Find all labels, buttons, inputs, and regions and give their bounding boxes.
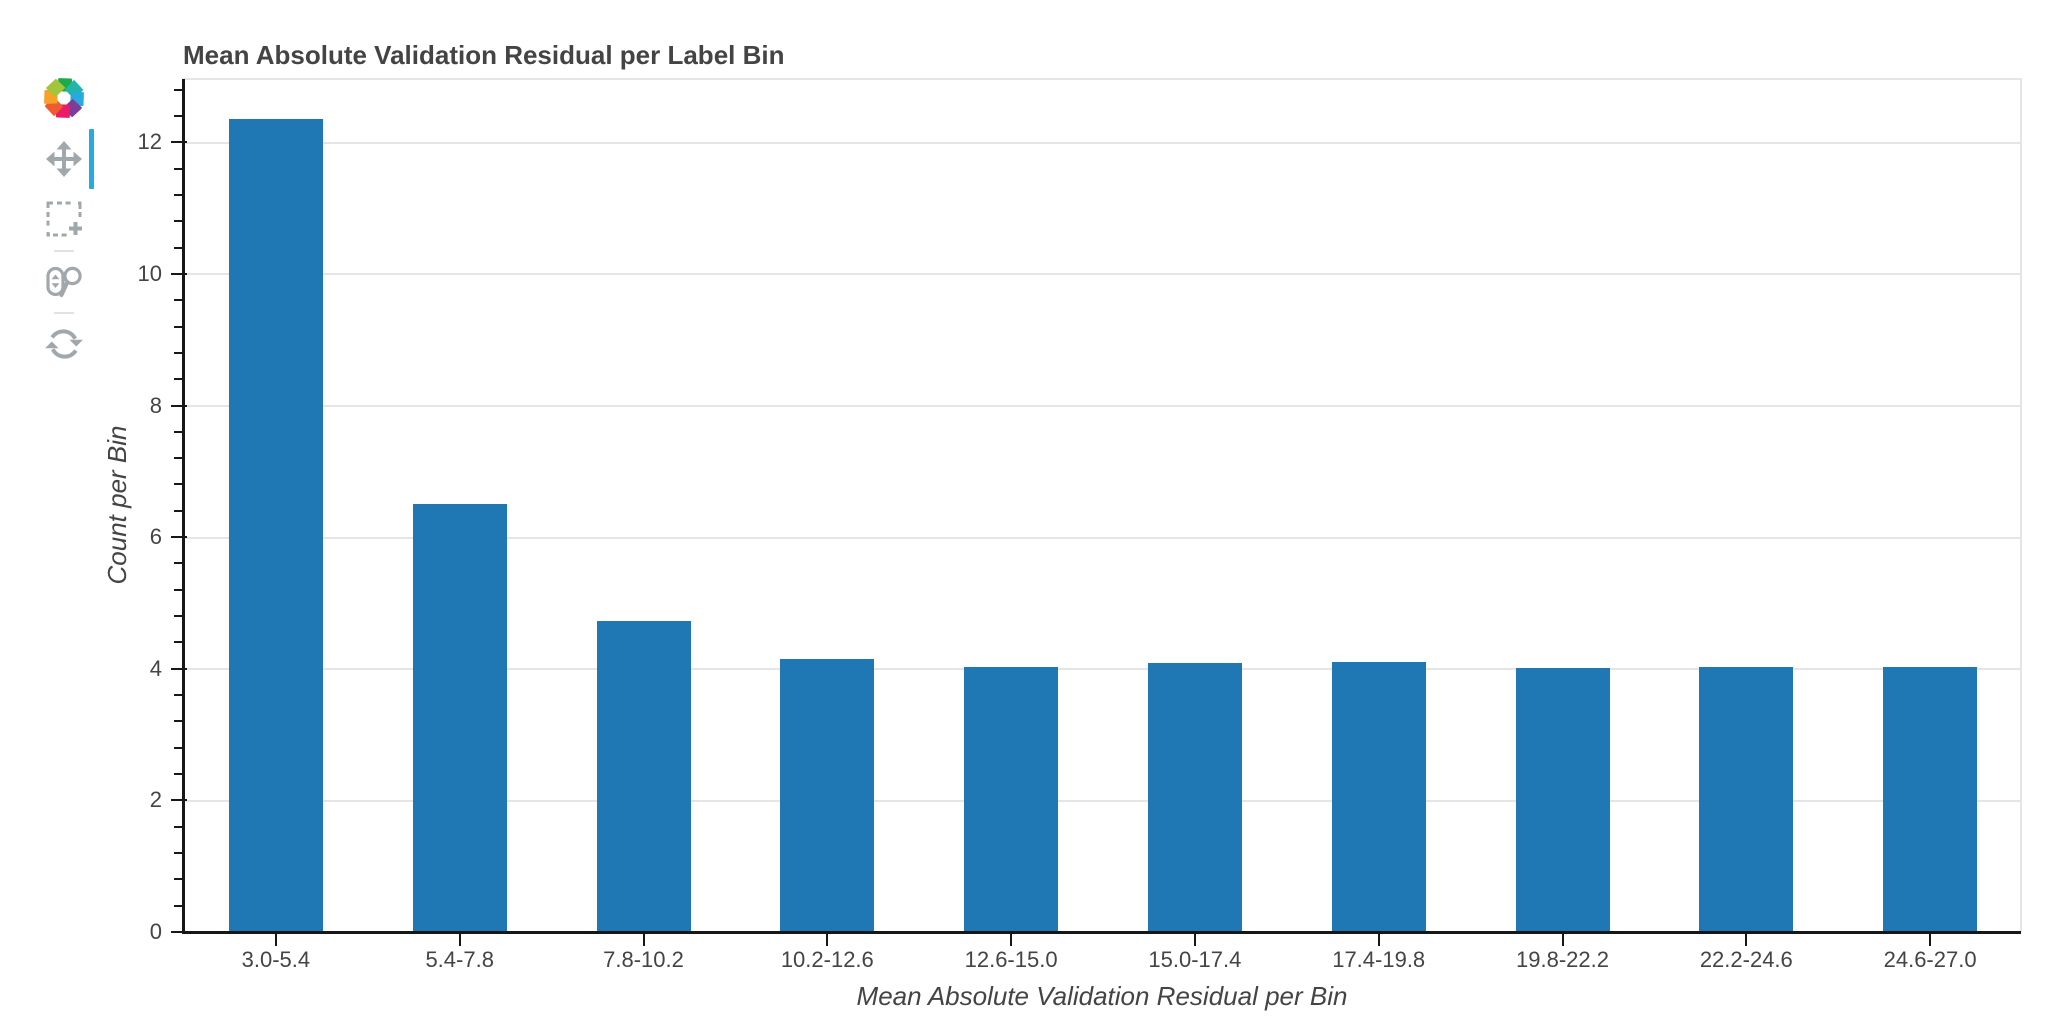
- y-minor-tick: [173, 299, 183, 302]
- y-minor-tick: [173, 509, 183, 512]
- bar-22.2-24.6: [1699, 666, 1794, 933]
- plus-glyph: [69, 222, 82, 235]
- bokeh-logo-icon: [44, 78, 84, 118]
- y-major-tick: [170, 404, 187, 407]
- y-axis-line: [181, 79, 185, 934]
- toolbar-divider: [54, 311, 74, 314]
- y-minor-tick: [173, 694, 183, 697]
- bar-19.8-22.2: [1515, 668, 1610, 933]
- y-minor-tick: [173, 114, 183, 117]
- x-major-tick: [826, 933, 829, 946]
- y-minor-tick: [173, 457, 183, 460]
- y-gridline: [183, 799, 2021, 802]
- y-minor-tick: [173, 88, 183, 91]
- chart-title: Mean Absolute Validation Residual per La…: [183, 40, 785, 70]
- pan-tool-button[interactable]: [34, 129, 94, 189]
- y-minor-tick: [173, 325, 183, 328]
- x-axis-label: Mean Absolute Validation Residual per Bi…: [856, 981, 1348, 1011]
- y-tick-label: 4: [149, 655, 162, 681]
- wheel-zoom-icon: [46, 266, 82, 297]
- x-tick-label: 7.8-10.2: [603, 947, 684, 972]
- y-major-tick: [170, 799, 187, 802]
- toolbar-divider: [54, 249, 74, 252]
- bar-5.4-7.8: [412, 504, 507, 933]
- x-major-tick: [1561, 933, 1564, 946]
- y-minor-tick: [173, 852, 183, 854]
- y-minor-tick: [173, 483, 183, 486]
- x-major-tick: [1010, 933, 1013, 946]
- bar-3.0-5.4: [228, 119, 323, 933]
- x-major-tick: [274, 933, 277, 946]
- x-major-tick: [1745, 933, 1748, 946]
- y-gridline: [183, 141, 2021, 144]
- y-minor-tick: [173, 246, 183, 249]
- y-minor-tick: [173, 167, 183, 170]
- box-zoom-icon: [46, 201, 82, 237]
- y-minor-tick: [173, 825, 183, 828]
- box-zoom-tool-button[interactable]: [34, 189, 94, 249]
- y-gridline: [183, 273, 2021, 276]
- y-minor-tick: [173, 588, 183, 591]
- x-tick-label: 5.4-7.8: [425, 947, 494, 972]
- x-major-tick: [1377, 933, 1380, 946]
- x-major-tick: [1193, 933, 1196, 946]
- x-major-tick: [458, 933, 461, 946]
- bar-7.8-10.2: [596, 621, 691, 933]
- y-minor-tick: [173, 351, 183, 354]
- y-minor-tick: [173, 904, 183, 907]
- frame-outline-top: [183, 78, 2022, 80]
- y-minor-tick: [173, 220, 183, 223]
- x-tick-label: 22.2-24.6: [1699, 947, 1793, 972]
- y-minor-tick: [173, 641, 183, 644]
- x-tick-label: 3.0-5.4: [241, 947, 311, 972]
- y-tick-label: 12: [137, 129, 162, 155]
- x-major-tick: [1929, 933, 1932, 946]
- x-tick-label: 10.2-12.6: [780, 947, 874, 972]
- x-tick-label: 12.6-15.0: [964, 947, 1058, 972]
- frame-outline-right: [2020, 79, 2022, 932]
- x-tick-label: 19.8-22.2: [1516, 947, 1609, 972]
- y-minor-tick: [173, 430, 183, 433]
- wheel-zoom-tool-button[interactable]: [34, 252, 94, 312]
- y-gridline: [183, 668, 2021, 671]
- y-minor-tick: [173, 878, 183, 881]
- y-major-tick: [170, 931, 187, 933]
- y-major-tick: [170, 536, 187, 539]
- bar-10.2-12.6: [780, 658, 875, 933]
- y-gridline: [183, 536, 2021, 539]
- reset-tool-button[interactable]: [34, 314, 94, 374]
- y-minor-tick: [173, 562, 183, 565]
- y-minor-tick: [173, 193, 183, 196]
- y-minor-tick: [173, 378, 183, 381]
- y-tick-label: 6: [149, 524, 162, 550]
- active-tool-indicator: [89, 129, 94, 189]
- x-axis-line: [181, 930, 2021, 934]
- y-major-tick: [170, 667, 187, 670]
- bar-12.6-15.0: [964, 666, 1059, 933]
- y-minor-tick: [173, 773, 183, 775]
- y-minor-tick: [173, 746, 183, 749]
- reset-refresh-icon: [45, 329, 83, 359]
- bar-17.4-19.8: [1331, 661, 1426, 933]
- y-tick-label: 10: [137, 260, 162, 286]
- y-tick-label: 2: [149, 787, 162, 813]
- y-tick-label: 0: [149, 919, 162, 944]
- y-minor-tick: [173, 615, 183, 618]
- y-gridline: [183, 405, 2021, 407]
- pan-arrows-icon: [46, 141, 82, 177]
- y-tick-label: 8: [149, 392, 162, 418]
- bar-24.6-27.0: [1883, 667, 1978, 933]
- y-minor-tick: [173, 720, 183, 723]
- x-tick-label: 24.6-27.0: [1883, 947, 1977, 972]
- x-major-tick: [642, 933, 645, 946]
- x-tick-label: 17.4-19.8: [1332, 947, 1426, 972]
- bar-15.0-17.4: [1147, 662, 1242, 933]
- y-major-tick: [170, 141, 187, 144]
- x-tick-label: 15.0-17.4: [1148, 947, 1242, 972]
- y-major-tick: [170, 272, 187, 275]
